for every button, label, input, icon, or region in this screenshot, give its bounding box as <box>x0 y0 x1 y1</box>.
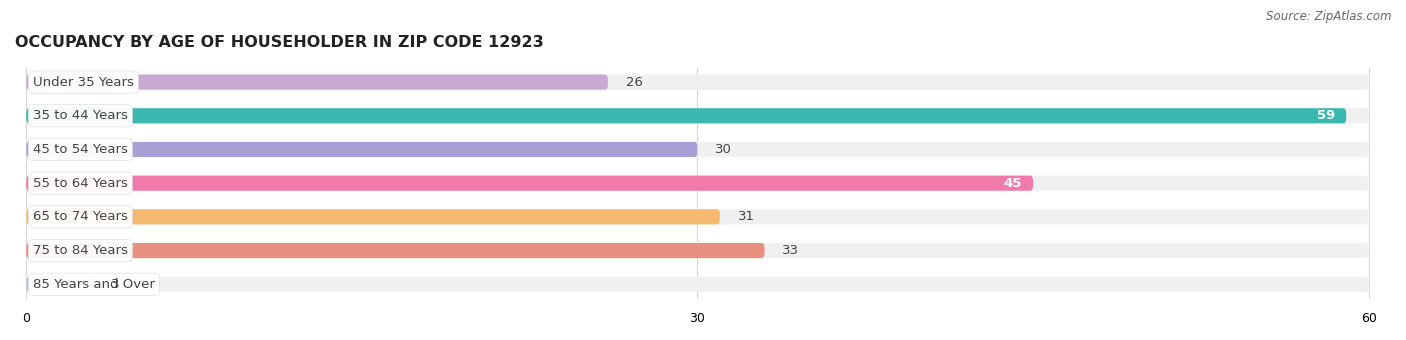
Text: 85 Years and Over: 85 Years and Over <box>32 278 155 291</box>
FancyBboxPatch shape <box>27 175 1033 191</box>
FancyBboxPatch shape <box>27 142 697 157</box>
FancyBboxPatch shape <box>27 74 607 90</box>
FancyBboxPatch shape <box>27 243 765 258</box>
Text: 31: 31 <box>738 210 755 223</box>
Text: 55 to 64 Years: 55 to 64 Years <box>32 177 128 190</box>
Text: 35 to 44 Years: 35 to 44 Years <box>32 109 128 122</box>
FancyBboxPatch shape <box>27 108 1347 123</box>
Text: 59: 59 <box>1317 109 1336 122</box>
FancyBboxPatch shape <box>27 175 1368 191</box>
Text: 3: 3 <box>111 278 120 291</box>
FancyBboxPatch shape <box>27 108 1368 123</box>
Text: Source: ZipAtlas.com: Source: ZipAtlas.com <box>1267 10 1392 23</box>
FancyBboxPatch shape <box>27 142 1368 157</box>
FancyBboxPatch shape <box>27 74 1368 90</box>
FancyBboxPatch shape <box>27 277 1368 292</box>
Text: Under 35 Years: Under 35 Years <box>32 75 134 89</box>
Text: 45: 45 <box>1004 177 1022 190</box>
FancyBboxPatch shape <box>27 209 720 224</box>
Text: 26: 26 <box>626 75 643 89</box>
FancyBboxPatch shape <box>27 209 1368 224</box>
Text: OCCUPANCY BY AGE OF HOUSEHOLDER IN ZIP CODE 12923: OCCUPANCY BY AGE OF HOUSEHOLDER IN ZIP C… <box>15 35 544 50</box>
FancyBboxPatch shape <box>27 277 93 292</box>
Text: 30: 30 <box>716 143 733 156</box>
Text: 33: 33 <box>782 244 800 257</box>
FancyBboxPatch shape <box>27 243 1368 258</box>
Text: 45 to 54 Years: 45 to 54 Years <box>32 143 128 156</box>
Text: 75 to 84 Years: 75 to 84 Years <box>32 244 128 257</box>
Text: 65 to 74 Years: 65 to 74 Years <box>32 210 128 223</box>
